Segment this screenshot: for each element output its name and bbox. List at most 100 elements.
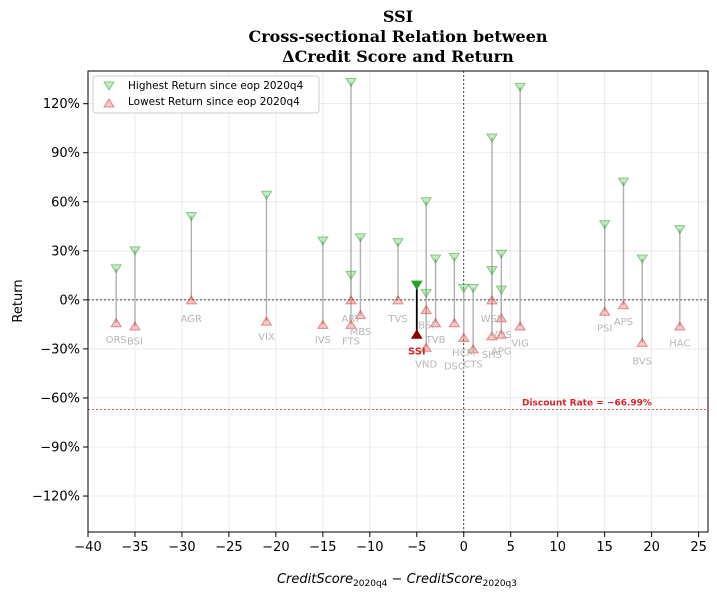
x-axis-label: CreditScore2020q4 − CreditScore2020q3: [277, 572, 517, 589]
high-marker-dsc-13: [448, 252, 461, 263]
x-axis-label-base-2: CreditScore: [407, 572, 483, 587]
legend-high-marker-icon: [103, 81, 115, 91]
low-marker-shs-17: [486, 330, 498, 341]
x-tick-label-7: −5: [407, 540, 426, 555]
low-marker-hcm-14: [457, 332, 470, 342]
x-tick-label-9: 5: [507, 540, 515, 555]
legend-low-label: Lowest Return since eop 2020q4: [128, 96, 300, 108]
high-marker-vds-18: [495, 285, 508, 296]
low-marker-psi-21: [598, 306, 611, 316]
y-tick-label-6: 60%: [51, 195, 80, 210]
high-marker-ssi-9: [410, 280, 423, 291]
low-marker-wss-16: [486, 294, 498, 305]
ticker-label-shs-17: SHS: [482, 350, 502, 361]
x-tick-label-13: 25: [690, 540, 707, 555]
low-marker-vig-20: [514, 321, 527, 331]
x-tick-label-11: 15: [596, 540, 613, 555]
ticker-label-hac-24: HAC: [669, 338, 690, 349]
high-marker-tvb-12: [429, 254, 442, 264]
low-marker-ivs-4: [316, 319, 329, 329]
legend: Highest Return since eop 2020q4 Lowest R…: [92, 75, 320, 114]
y-axis-label: Return: [11, 279, 26, 322]
grid: [87, 71, 708, 532]
low-marker-agr-2: [185, 294, 198, 305]
x-axis-label-minus: −: [387, 572, 406, 587]
ticker-label-psi-21: PSI: [597, 324, 612, 335]
x-tick-label-12: 20: [643, 540, 660, 555]
low-marker-mbs-7: [354, 309, 367, 320]
low-marker-ssi-9: [410, 329, 423, 339]
ticker-label-vnd-11: VND: [415, 360, 437, 371]
low-marker-cts-15: [467, 343, 480, 354]
low-marker-vix-3: [260, 316, 273, 326]
ticker-label-cts-15: CTS: [463, 360, 482, 371]
legend-high-label: Highest Return since eop 2020q4: [128, 80, 304, 92]
ticker-label-dsc-13: DSC: [444, 361, 465, 372]
x-tick-label-1: −35: [121, 540, 148, 555]
ticker-label-aps-22: APS: [614, 317, 633, 328]
ticker-label-vds-18: VDS: [491, 330, 512, 341]
x-tick-label-5: −15: [309, 540, 336, 555]
plot-frame: [87, 70, 709, 533]
x-tick-label-3: −25: [215, 540, 242, 555]
ticker-label-vig-20: VIG: [511, 338, 529, 349]
legend-box: [92, 75, 320, 114]
high-marker-psi-21: [598, 220, 611, 230]
discount-rate-label: Discount Rate = −66.99%: [522, 398, 652, 408]
ticker-label-hcm-14: HCM: [452, 348, 475, 359]
ticker-label-bsi-10: BSI: [418, 320, 434, 331]
ticker-label-ors-0: ORS: [106, 335, 127, 346]
y-tick-label-4: 0%: [59, 293, 80, 308]
low-marker-dsc-13: [448, 317, 461, 328]
low-marker-fts-6: [345, 319, 357, 329]
high-marker-ors-0: [110, 264, 123, 274]
low-marker-bsi-1: [129, 321, 141, 331]
y-tick-label-7: 90%: [51, 146, 80, 161]
high-marker-bvs-23: [636, 254, 649, 264]
y-tick-label-0: −120%: [32, 490, 80, 505]
x-axis-ticks: −40 −35 −30 −25 −20 −15 −10 −5 0 5 10 15 20 25: [74, 532, 707, 555]
x-tick-label-0: −40: [74, 540, 101, 555]
high-marker-hcm-14: [457, 283, 470, 294]
low-marker-vnd-11: [420, 342, 433, 352]
ticker-label-ivs-4: IVS: [315, 335, 331, 346]
high-marker-ivs-4: [316, 236, 329, 246]
high-marker-bsi-10: [420, 288, 433, 299]
chart-title-line-2: Cross-sectional Relation between: [249, 27, 548, 46]
high-marker-mbs-7: [354, 233, 367, 243]
legend-low-marker-icon: [103, 98, 115, 108]
ticker-label-vix-3: VIX: [258, 332, 275, 343]
high-marker-aps-22: [617, 177, 630, 188]
y-tick-label-8: 120%: [43, 97, 80, 112]
x-axis-label-sub-1: 2020q4: [353, 579, 388, 589]
x-tick-label-10: 10: [549, 540, 566, 555]
low-marker-hac-24: [673, 321, 686, 331]
y-tick-label-5: 30%: [51, 244, 80, 259]
ticker-label-agr-2: AGR: [181, 314, 202, 325]
high-marker-bsi-1: [129, 246, 141, 256]
high-marker-fts-6: [345, 270, 357, 281]
ticker-label-tvs-8: TVS: [387, 314, 407, 325]
y-tick-label-2: −60%: [40, 391, 80, 406]
ticker-label-ssi-9: SSI: [408, 347, 426, 358]
ticker-label-bvs-23: BVS: [632, 356, 652, 367]
stems: [115, 82, 681, 349]
high-marker-apg-19: [495, 249, 508, 260]
ticker-label-tvb-12: TVB: [425, 335, 446, 346]
x-tick-label-8: 0: [460, 540, 468, 555]
ticker-label-fts-6: FTS: [342, 337, 360, 348]
high-marker-agr-2: [185, 211, 198, 222]
high-marker-art-5: [345, 77, 357, 88]
high-marker-hac-24: [673, 225, 686, 235]
chart-title-line-3: ΔCredit Score and Return: [282, 47, 514, 66]
low-marker-art-5: [345, 294, 357, 305]
low-marker-bsi-10: [420, 304, 433, 315]
low-marker-apg-19: [495, 329, 508, 339]
low-marker-tvb-12: [429, 317, 442, 328]
low-marker-bvs-23: [636, 337, 649, 347]
ticker-label-apg-19: APG: [491, 347, 512, 358]
high-marker-vig-20: [514, 82, 527, 93]
low-marker-vds-18: [495, 312, 508, 323]
y-axis-ticks: −120% −90% −60% −30% 0% 30% 60% 90% 120%: [32, 97, 88, 505]
low-marker-aps-22: [617, 299, 630, 310]
